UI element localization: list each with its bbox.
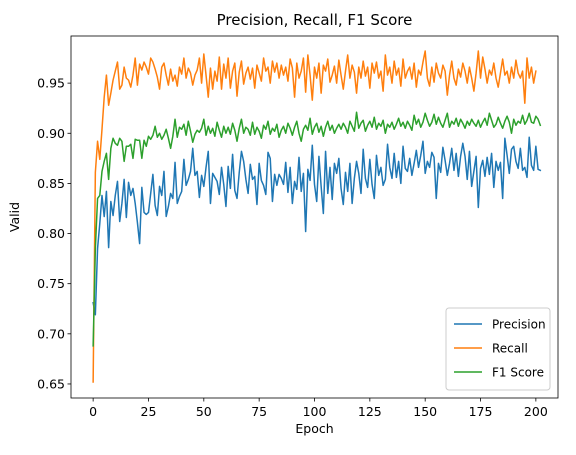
x-tick-label: 150: [413, 404, 437, 419]
x-tick-label: 50: [196, 404, 212, 419]
plot-series: [92, 50, 542, 383]
x-tick-label: 125: [358, 404, 382, 419]
x-axis-ticks: 0 25 50 75 100 125 150 175 200: [89, 398, 548, 419]
y-tick-label: 0.65: [37, 376, 65, 391]
y-tick-label: 0.70: [37, 326, 65, 341]
x-tick-label: 200: [524, 404, 548, 419]
y-tick-label: 0.80: [37, 226, 65, 241]
legend-label: Recall: [492, 342, 528, 356]
y-tick-label: 0.90: [37, 126, 65, 141]
x-tick-label: 100: [303, 404, 327, 419]
x-tick-label: 25: [141, 404, 157, 419]
y-tick-label: 0.75: [37, 276, 65, 291]
series-line-f1-score: [92, 111, 542, 347]
chart-title: Precision, Recall, F1 Score: [217, 11, 413, 29]
x-tick-label: 175: [469, 404, 493, 419]
y-tick-label: 0.85: [37, 176, 65, 191]
legend: Precision Recall F1 Score: [445, 307, 551, 391]
legend-label: Precision: [492, 318, 546, 332]
x-tick-label: 75: [251, 404, 267, 419]
series-line-precision: [92, 136, 542, 316]
legend-box: [445, 307, 551, 391]
legend-label: F1 Score: [492, 366, 544, 380]
x-axis-title: Epoch: [295, 421, 333, 436]
y-axis-title: Valid: [7, 202, 22, 232]
y-axis-ticks: 0.65 0.70 0.75 0.80 0.85 0.90 0.95: [37, 76, 71, 391]
x-tick-label: 0: [89, 404, 97, 419]
plot-frame: [70, 35, 559, 399]
y-tick-label: 0.95: [37, 76, 65, 91]
series-line-recall: [92, 50, 537, 383]
